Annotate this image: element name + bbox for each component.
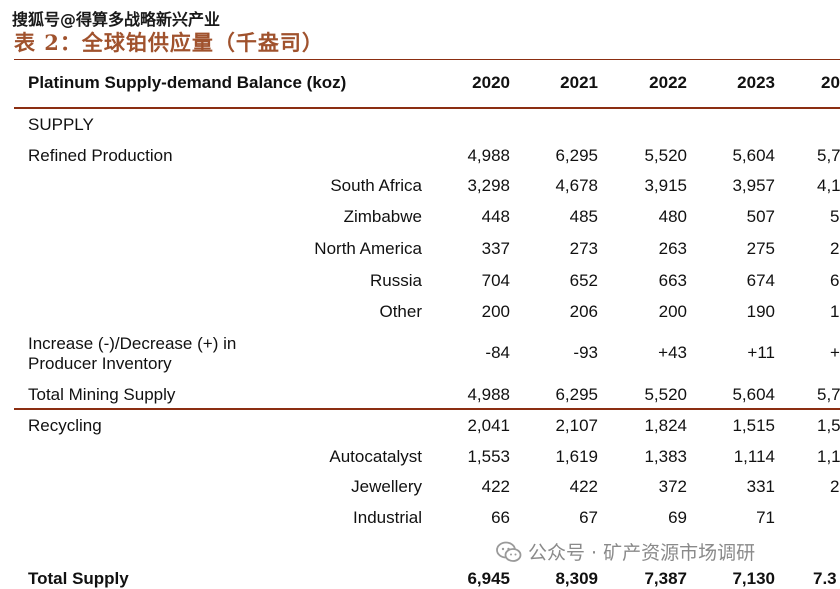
- table-cell: 8,309: [555, 569, 598, 588]
- table-cell: 6,295: [555, 385, 598, 404]
- table-cell: 2,041: [467, 416, 510, 435]
- table-cell: 7,387: [644, 569, 687, 588]
- table-title: Platinum Supply-demand Balance (koz): [28, 73, 347, 92]
- table-cell: 422: [569, 477, 598, 496]
- table-cell: 5,520: [644, 146, 687, 165]
- header-rule: [14, 107, 840, 109]
- row-label-producer-inventory: Increase (-)/Decrease (+) in Producer In…: [28, 334, 237, 373]
- table-caption: 表 2：全球铂供应量（千盎司）: [14, 30, 324, 55]
- table-cell: 331: [746, 477, 775, 496]
- table-cell: 275: [746, 239, 775, 258]
- table-cell: 5: [830, 207, 840, 226]
- table-cell: 5,520: [644, 385, 687, 404]
- wechat-icon: [496, 541, 522, 562]
- table-cell: 7,130: [732, 569, 775, 588]
- table-cell: -93: [573, 343, 598, 362]
- table-cell: 1,383: [644, 447, 687, 466]
- table-cell: +11: [747, 343, 775, 362]
- row-label-refined-production: Refined Production: [28, 146, 173, 165]
- table-cell: 71: [756, 508, 775, 527]
- table-cell: 200: [481, 302, 510, 321]
- table-cell: 5,7: [817, 146, 840, 165]
- table-cell: 1,1: [817, 447, 840, 466]
- table-cell: 372: [658, 477, 687, 496]
- col-year-2022: 2022: [649, 73, 687, 92]
- table-cell: 6,945: [467, 569, 510, 588]
- table-cell: 663: [658, 271, 687, 290]
- table-cell: 1,5: [817, 416, 840, 435]
- table-cell: 485: [569, 207, 598, 226]
- table-cell: 6: [830, 271, 840, 290]
- table-cell: 5,604: [732, 385, 775, 404]
- table-cell: 1,824: [644, 416, 687, 435]
- row-label-zimbabwe: Zimbabwe: [343, 207, 422, 226]
- table-cell: 200: [658, 302, 687, 321]
- table-cell: 3,915: [644, 176, 687, 195]
- table-cell: 1,553: [467, 447, 510, 466]
- table-cell: 1: [830, 302, 840, 321]
- table-cell: 4,988: [467, 385, 510, 404]
- table-cell: 273: [569, 239, 598, 258]
- table-cell: 422: [481, 477, 510, 496]
- table-cell: 5,7: [817, 385, 840, 404]
- table-cell: 337: [481, 239, 510, 258]
- row-label-industrial: Industrial: [353, 508, 422, 527]
- table-cell: 507: [746, 207, 775, 226]
- table-cell: 4,678: [555, 176, 598, 195]
- row-label-supply: SUPPLY: [28, 115, 94, 134]
- table-cell: 4,1: [817, 176, 840, 195]
- table-cell: 3,298: [467, 176, 510, 195]
- table-cell: 652: [569, 271, 598, 290]
- row-label-russia: Russia: [370, 271, 422, 290]
- table-cell: 263: [658, 239, 687, 258]
- table-cell: 69: [668, 508, 687, 527]
- row-label-recycling: Recycling: [28, 416, 102, 435]
- table-cell: 704: [481, 271, 510, 290]
- table-cell: 3,957: [732, 176, 775, 195]
- table-cell: 7.3: [813, 569, 837, 588]
- table-cell: 1,619: [555, 447, 598, 466]
- table-cell: +: [830, 343, 840, 362]
- watermark-bottom: 公众号 · 矿产资源市场调研: [496, 538, 755, 565]
- table-cell: 1,114: [733, 447, 775, 466]
- col-year-2020: 2020: [472, 73, 510, 92]
- row-label-autocatalyst: Autocatalyst: [329, 447, 422, 466]
- table-cell: 190: [746, 302, 775, 321]
- table-cell: 2: [830, 239, 840, 258]
- row-label-total-supply: Total Supply: [28, 569, 129, 588]
- table-cell: 448: [481, 207, 510, 226]
- table-cell: 206: [569, 302, 598, 321]
- table-cell: 2: [830, 477, 840, 496]
- table-cell: -84: [485, 343, 510, 362]
- col-year-2021: 2021: [560, 73, 598, 92]
- watermark-bottom-text: 公众号 · 矿产资源市场调研: [528, 542, 756, 564]
- row-label-jewellery: Jewellery: [351, 477, 422, 496]
- row-label-south-africa: South Africa: [330, 176, 422, 195]
- table-cell: 674: [746, 271, 775, 290]
- col-year-2024-partial: 20: [821, 73, 840, 92]
- section-rule: [14, 408, 840, 410]
- row-label-total-mining-supply: Total Mining Supply: [28, 385, 176, 404]
- row-label-north-america: North America: [314, 239, 422, 258]
- table-cell: 2,107: [555, 416, 598, 435]
- table-cell: 6,295: [555, 146, 598, 165]
- table-cell: 67: [579, 508, 598, 527]
- row-label-other: Other: [379, 302, 422, 321]
- table-cell: 1,515: [732, 416, 775, 435]
- col-year-2023: 2023: [737, 73, 775, 92]
- table-cell: 480: [658, 207, 687, 226]
- table-top-rule: [14, 59, 840, 60]
- table-cell: 66: [491, 508, 510, 527]
- table-cell: +43: [658, 343, 687, 362]
- watermark-top: 搜狐号@得算多战略新兴产业: [12, 10, 221, 29]
- table-cell: 5,604: [732, 146, 775, 165]
- table-cell: 4,988: [467, 146, 510, 165]
